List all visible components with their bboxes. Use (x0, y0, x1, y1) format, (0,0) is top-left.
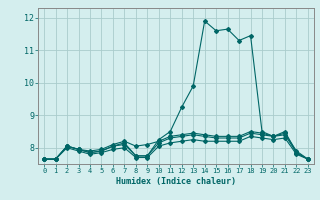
X-axis label: Humidex (Indice chaleur): Humidex (Indice chaleur) (116, 177, 236, 186)
